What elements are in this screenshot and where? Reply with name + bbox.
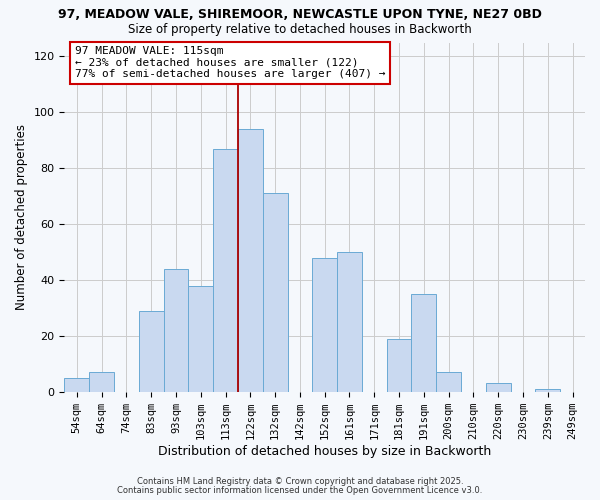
Bar — [238, 129, 263, 392]
X-axis label: Distribution of detached houses by size in Backworth: Distribution of detached houses by size … — [158, 444, 491, 458]
Bar — [188, 286, 213, 392]
Text: 97 MEADOW VALE: 115sqm
← 23% of detached houses are smaller (122)
77% of semi-de: 97 MEADOW VALE: 115sqm ← 23% of detached… — [75, 46, 385, 79]
Bar — [263, 194, 287, 392]
Bar — [139, 310, 164, 392]
Text: Contains public sector information licensed under the Open Government Licence v3: Contains public sector information licen… — [118, 486, 482, 495]
Bar — [486, 384, 511, 392]
Bar — [213, 148, 238, 392]
Text: 97, MEADOW VALE, SHIREMOOR, NEWCASTLE UPON TYNE, NE27 0BD: 97, MEADOW VALE, SHIREMOOR, NEWCASTLE UP… — [58, 8, 542, 20]
Text: Size of property relative to detached houses in Backworth: Size of property relative to detached ho… — [128, 22, 472, 36]
Bar — [337, 252, 362, 392]
Bar — [164, 269, 188, 392]
Y-axis label: Number of detached properties: Number of detached properties — [15, 124, 28, 310]
Bar — [412, 294, 436, 392]
Bar — [313, 258, 337, 392]
Bar — [436, 372, 461, 392]
Bar — [64, 378, 89, 392]
Bar — [89, 372, 114, 392]
Bar — [386, 338, 412, 392]
Text: Contains HM Land Registry data © Crown copyright and database right 2025.: Contains HM Land Registry data © Crown c… — [137, 477, 463, 486]
Bar — [535, 389, 560, 392]
